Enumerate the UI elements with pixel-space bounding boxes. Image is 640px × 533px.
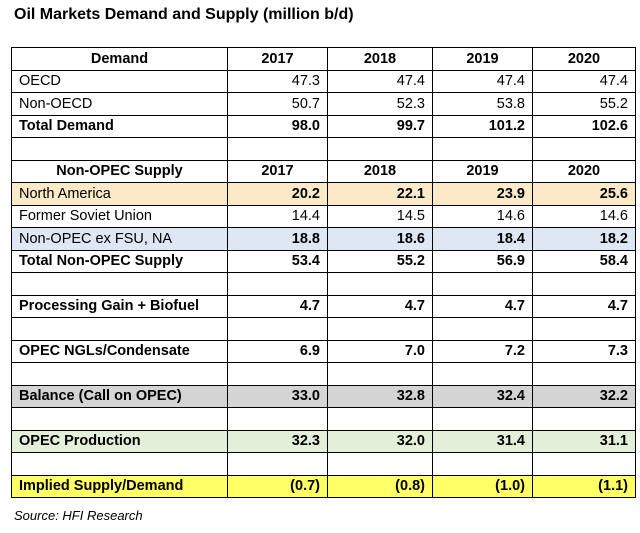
cell-value: 33.0 [227, 384, 328, 408]
cell-value: 4.7 [532, 294, 636, 318]
cell-value: 18.8 [227, 227, 328, 251]
cell-value: 20.2 [227, 182, 328, 206]
cell-value: 6.9 [227, 339, 328, 363]
supply-demand-table: Demand 2017 2018 2019 2020 OECD 47.3 47.… [11, 47, 636, 498]
cell-value: 4.7 [227, 294, 328, 318]
cell-value: 32.3 [227, 429, 328, 453]
cell-value: 53.4 [227, 249, 328, 273]
row-label: North America [11, 182, 228, 206]
row-label: Implied Supply/Demand [11, 474, 228, 498]
year-header: 2018 [327, 47, 433, 71]
spacer-row [11, 137, 636, 161]
total-supply-row: Total Non-OPEC Supply 53.4 55.2 56.9 58.… [11, 249, 636, 273]
cell-value: 4.7 [432, 294, 533, 318]
cell-value: 102.6 [532, 114, 636, 138]
spacer-row [11, 452, 636, 476]
source-note: Source: HFI Research [14, 508, 143, 523]
cell-value: 47.4 [532, 69, 636, 93]
cell-value: 31.1 [532, 429, 636, 453]
row-label: Non-OPEC ex FSU, NA [11, 227, 228, 251]
table-row: Non-OECD 50.7 52.3 53.8 55.2 [11, 92, 636, 116]
total-demand-row: Total Demand 98.0 99.7 101.2 102.6 [11, 114, 636, 138]
cell-value: 23.9 [432, 182, 533, 206]
cell-value: 31.4 [432, 429, 533, 453]
cell-value: 47.3 [227, 69, 328, 93]
table-row: OECD 47.3 47.4 47.4 47.4 [11, 69, 636, 93]
cell-value: 55.2 [327, 249, 433, 273]
cell-value: (1.0) [432, 474, 533, 498]
cell-value: 32.8 [327, 384, 433, 408]
page-title: Oil Markets Demand and Supply (million b… [14, 6, 354, 23]
table-row: Former Soviet Union 14.4 14.5 14.6 14.6 [11, 204, 636, 228]
row-label: OPEC NGLs/Condensate [11, 339, 228, 363]
cell-value: 32.2 [532, 384, 636, 408]
cell-value: 52.3 [327, 92, 433, 116]
year-header: 2018 [327, 159, 433, 183]
cell-value: 14.6 [532, 204, 636, 228]
cell-value: 58.4 [532, 249, 636, 273]
spacer-row [11, 362, 636, 386]
cell-value: 56.9 [432, 249, 533, 273]
cell-value: 53.8 [432, 92, 533, 116]
processing-gain-row: Processing Gain + Biofuel 4.7 4.7 4.7 4.… [11, 294, 636, 318]
spacer-row [11, 407, 636, 431]
year-header: 2019 [432, 47, 533, 71]
row-label: Processing Gain + Biofuel [11, 294, 228, 318]
cell-value: 7.2 [432, 339, 533, 363]
table-row: Non-OPEC ex FSU, NA 18.8 18.6 18.4 18.2 [11, 227, 636, 251]
spacer-row [11, 272, 636, 296]
opec-production-row: OPEC Production 32.3 32.0 31.4 31.1 [11, 429, 636, 453]
cell-value: 101.2 [432, 114, 533, 138]
row-label: OPEC Production [11, 429, 228, 453]
demand-header: Demand [11, 47, 228, 71]
cell-value: 32.4 [432, 384, 533, 408]
year-header: 2020 [532, 159, 636, 183]
year-header: 2017 [227, 159, 328, 183]
implied-supply-demand-row: Implied Supply/Demand (0.7) (0.8) (1.0) … [11, 474, 636, 498]
year-header: 2017 [227, 47, 328, 71]
row-label: Former Soviet Union [11, 204, 228, 228]
cell-value: 14.5 [327, 204, 433, 228]
spacer-row [11, 317, 636, 341]
cell-value: 14.4 [227, 204, 328, 228]
cell-value: 99.7 [327, 114, 433, 138]
row-label: Total Demand [11, 114, 228, 138]
balance-row: Balance (Call on OPEC) 33.0 32.8 32.4 32… [11, 384, 636, 408]
cell-value: 25.6 [532, 182, 636, 206]
table-row: North America 20.2 22.1 23.9 25.6 [11, 182, 636, 206]
cell-value: 22.1 [327, 182, 433, 206]
cell-value: 7.3 [532, 339, 636, 363]
opec-ngls-row: OPEC NGLs/Condensate 6.9 7.0 7.2 7.3 [11, 339, 636, 363]
year-header: 2019 [432, 159, 533, 183]
cell-value: 55.2 [532, 92, 636, 116]
cell-value: 18.4 [432, 227, 533, 251]
demand-header-row: Demand 2017 2018 2019 2020 [11, 47, 636, 71]
cell-value: 4.7 [327, 294, 433, 318]
row-label: OECD [11, 69, 228, 93]
year-header: 2020 [532, 47, 636, 71]
row-label: Non-OECD [11, 92, 228, 116]
cell-value: 18.6 [327, 227, 433, 251]
cell-value: 18.2 [532, 227, 636, 251]
supply-header-row: Non-OPEC Supply 2017 2018 2019 2020 [11, 159, 636, 183]
cell-value: (1.1) [532, 474, 636, 498]
cell-value: 98.0 [227, 114, 328, 138]
supply-header: Non-OPEC Supply [11, 159, 228, 183]
cell-value: 50.7 [227, 92, 328, 116]
cell-value: (0.7) [227, 474, 328, 498]
row-label: Total Non-OPEC Supply [11, 249, 228, 273]
cell-value: 14.6 [432, 204, 533, 228]
cell-value: 32.0 [327, 429, 433, 453]
cell-value: (0.8) [327, 474, 433, 498]
cell-value: 47.4 [327, 69, 433, 93]
cell-value: 7.0 [327, 339, 433, 363]
row-label: Balance (Call on OPEC) [11, 384, 228, 408]
cell-value: 47.4 [432, 69, 533, 93]
